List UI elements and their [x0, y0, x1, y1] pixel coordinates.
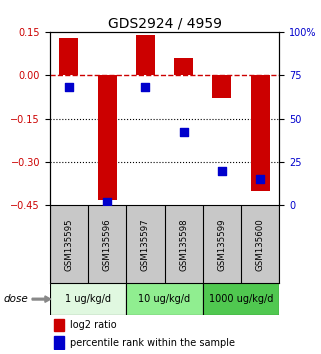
Bar	[50, 283, 126, 315]
Point	[143, 85, 148, 90]
Point	[105, 199, 110, 205]
Bar	[59, 38, 78, 75]
Point	[66, 85, 72, 90]
Bar	[251, 75, 270, 191]
Text: GSM135596: GSM135596	[103, 218, 112, 270]
Point	[181, 130, 186, 135]
Text: GSM135597: GSM135597	[141, 218, 150, 270]
Bar	[203, 283, 279, 315]
Bar	[54, 336, 64, 349]
Bar	[174, 58, 193, 75]
Text: GSM135600: GSM135600	[256, 218, 265, 271]
Bar	[54, 319, 64, 331]
Text: 1 ug/kg/d: 1 ug/kg/d	[65, 294, 111, 304]
Point	[219, 168, 224, 173]
Bar	[136, 35, 155, 75]
Text: percentile rank within the sample: percentile rank within the sample	[70, 338, 235, 348]
Text: GSM135598: GSM135598	[179, 218, 188, 270]
Bar	[126, 283, 203, 315]
Text: GSM135599: GSM135599	[217, 218, 226, 270]
Point	[257, 176, 263, 182]
Text: 1000 ug/kg/d: 1000 ug/kg/d	[209, 294, 273, 304]
Text: log2 ratio: log2 ratio	[70, 320, 117, 330]
Title: GDS2924 / 4959: GDS2924 / 4959	[108, 17, 221, 31]
Text: dose: dose	[3, 294, 28, 304]
Bar	[212, 75, 231, 98]
Text: GSM135595: GSM135595	[65, 218, 74, 270]
Bar	[98, 75, 117, 200]
Text: 10 ug/kg/d: 10 ug/kg/d	[138, 294, 191, 304]
